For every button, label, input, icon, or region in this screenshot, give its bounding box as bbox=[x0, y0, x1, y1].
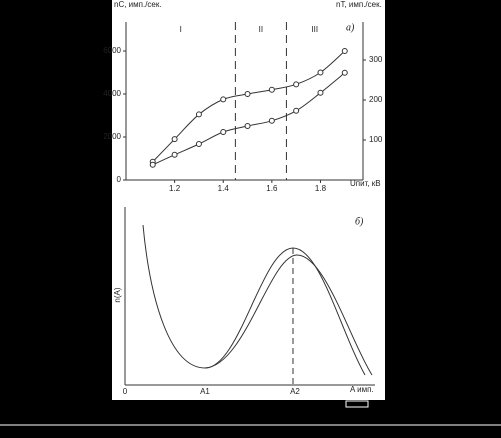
y2-tick-label: 100 bbox=[369, 135, 383, 144]
x-mark: A1 bbox=[200, 387, 210, 396]
x-label: Uпит, кВ bbox=[350, 179, 381, 188]
x-tick-label: 1.8 bbox=[315, 184, 327, 193]
point bbox=[220, 96, 227, 103]
point bbox=[293, 107, 300, 114]
y-label: nС, имп./сек. bbox=[114, 0, 162, 9]
y-label: n(A) bbox=[113, 287, 122, 302]
x-label: A имп. bbox=[350, 385, 374, 394]
point bbox=[195, 111, 202, 118]
region-label: I bbox=[180, 25, 182, 34]
figure-panel bbox=[112, 0, 385, 400]
scale-box bbox=[345, 400, 369, 408]
point bbox=[171, 136, 178, 143]
curve bbox=[142, 224, 366, 376]
panel-label: б) bbox=[355, 216, 364, 227]
y-tick-label: 0 bbox=[117, 175, 122, 184]
point bbox=[317, 69, 324, 76]
curve bbox=[204, 254, 373, 376]
point bbox=[244, 123, 251, 129]
point bbox=[220, 129, 227, 135]
point bbox=[244, 91, 251, 98]
y-tick-label: 6000 bbox=[103, 46, 121, 55]
point bbox=[317, 89, 324, 96]
point bbox=[171, 151, 178, 158]
point bbox=[195, 141, 202, 147]
panel-label: а) bbox=[346, 22, 355, 33]
point bbox=[293, 81, 300, 88]
point bbox=[149, 161, 156, 168]
y2-label: nТ, имп./сек. bbox=[336, 0, 382, 9]
x-tick-label: 1.6 bbox=[266, 184, 278, 193]
y2-tick-label: 200 bbox=[369, 95, 383, 104]
bottom-chart: б) n(A) 0 A1 A2 A имп. bbox=[113, 207, 375, 396]
y2-tick-label: 300 bbox=[369, 55, 383, 64]
point bbox=[341, 48, 348, 55]
point bbox=[341, 69, 348, 76]
x-tick-label: 1.2 bbox=[169, 184, 181, 193]
point bbox=[268, 117, 275, 124]
x-mark: A2 bbox=[290, 387, 300, 396]
region-label: III bbox=[311, 25, 318, 34]
origin-label: 0 bbox=[123, 387, 128, 396]
y-tick-label: 2000 bbox=[103, 132, 121, 141]
point bbox=[268, 86, 275, 93]
y-tick-label: 4000 bbox=[103, 89, 121, 98]
x-tick-label: 1.4 bbox=[218, 184, 230, 193]
region-label: II bbox=[259, 25, 263, 34]
